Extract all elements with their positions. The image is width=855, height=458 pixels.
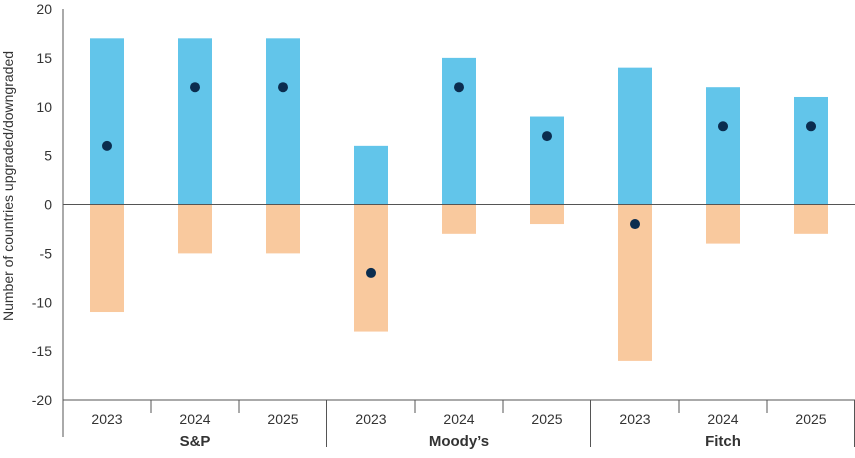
downgrades-bar xyxy=(90,204,124,313)
group-label: Fitch xyxy=(705,433,741,450)
y-tick-label: -15 xyxy=(32,343,52,359)
upgrades-bar xyxy=(442,57,476,205)
downgrades-bar xyxy=(266,204,300,254)
y-tick-label: 20 xyxy=(36,1,52,17)
y-tick-label: -20 xyxy=(32,392,52,408)
upgrades-bar xyxy=(354,145,388,205)
x-tick-label: 2025 xyxy=(267,411,298,427)
group-label: Moody’s xyxy=(429,433,489,450)
x-tick-label: 2023 xyxy=(355,411,386,427)
net-dot xyxy=(278,82,288,93)
upgrades-bar xyxy=(178,38,212,205)
x-tick-label: 2024 xyxy=(443,411,474,427)
y-axis-ticks: 20 15 10 5 0 -5 -10 -15 -20 xyxy=(32,1,52,408)
x-tick-label: 2025 xyxy=(795,411,826,427)
downgrades-bar xyxy=(442,204,476,234)
y-tick-label: 5 xyxy=(44,148,52,164)
upgrades-bar xyxy=(90,38,124,205)
downgrades-bar xyxy=(530,204,564,225)
net-dots xyxy=(102,82,816,278)
downgrades-bar xyxy=(178,204,212,254)
x-tick-label: 2023 xyxy=(619,411,650,427)
x-tick-label: 2024 xyxy=(179,411,210,427)
x-axis-labels: 2023 2024 2025 S&P 2023 2024 2025 Moody’s 2023 20… xyxy=(91,411,826,450)
bars xyxy=(90,38,828,361)
x-tick-label: 2024 xyxy=(707,411,738,427)
y-tick-label: -5 xyxy=(40,245,53,261)
upgrades-bar xyxy=(266,38,300,205)
y-tick-label: -10 xyxy=(32,294,52,310)
net-dot xyxy=(454,82,464,93)
x-tick-label: 2025 xyxy=(531,411,562,427)
upgrades-bar xyxy=(530,116,564,205)
net-dot xyxy=(190,82,200,93)
upgrades-bar xyxy=(794,96,828,205)
net-dot xyxy=(102,140,112,151)
downgrades-bar xyxy=(794,204,828,234)
axes xyxy=(62,9,855,447)
upgrades-bar xyxy=(706,87,740,205)
net-dot xyxy=(542,131,552,142)
net-dot xyxy=(366,267,376,278)
y-tick-label: 10 xyxy=(36,99,52,115)
group-label: S&P xyxy=(180,433,211,450)
y-tick-label: 0 xyxy=(44,197,52,213)
net-dot xyxy=(630,219,640,230)
downgrades-bar xyxy=(706,204,740,244)
y-tick-label: 15 xyxy=(36,50,52,66)
downgrades-bar xyxy=(618,204,652,361)
upgrades-bar xyxy=(618,67,652,205)
net-dot xyxy=(806,121,816,132)
x-tick-label: 2023 xyxy=(91,411,122,427)
y-axis-label: Number of countries upgraded/downgraded xyxy=(0,51,16,321)
net-dot xyxy=(718,121,728,132)
